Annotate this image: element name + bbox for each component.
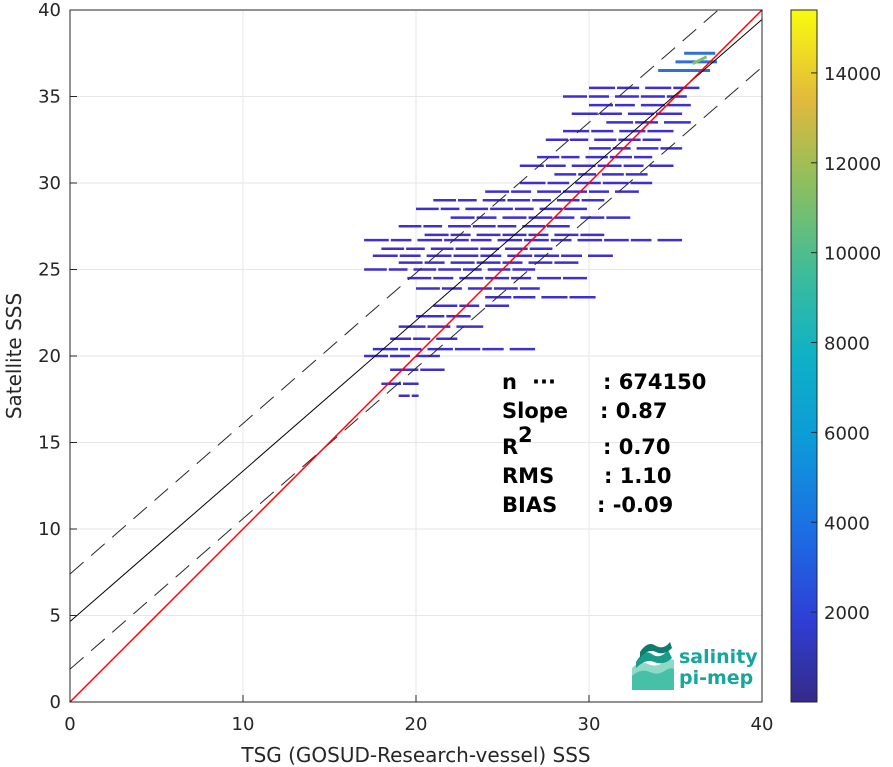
x-axis-label: TSG (GOSUD-Research-vessel) SSS xyxy=(240,743,590,767)
statistics-annotation: n ··· : 674150 Slope : 0.87 R 2 : 0.70 R… xyxy=(502,370,706,517)
y-tick-label-8: 40 xyxy=(38,0,61,21)
envelope-line-0 xyxy=(70,10,720,575)
x-tick-label-0: 0 xyxy=(64,714,75,735)
colorbar: 2000 4000 6000 8000 10000 12000 14000 xyxy=(790,9,881,703)
colorbar-gradient xyxy=(791,10,817,702)
stat-marker: ··· xyxy=(532,370,556,394)
stat-value-n: : 674150 xyxy=(603,370,706,394)
colorbar-tick-label-2: 6000 xyxy=(824,423,870,444)
y-tick-label-3: 15 xyxy=(38,433,61,454)
plot-area: 0 10 20 30 40 0 5 10 15 20 25 30 35 40 xyxy=(38,0,773,735)
stat-label-rms: RMS xyxy=(502,464,554,488)
stat-value-r2: : 0.70 xyxy=(603,435,671,459)
y-tick-label-1: 5 xyxy=(50,606,61,627)
axis-ticks xyxy=(69,9,763,703)
salinity-pi-mep-logo: salinity pi-mep xyxy=(632,642,758,690)
stat-label-bias: BIAS xyxy=(502,493,557,517)
y-tick-label-6: 30 xyxy=(38,173,61,194)
y-axis-label: Satellite SSS xyxy=(2,293,26,419)
colorbar-tick-label-6: 14000 xyxy=(824,64,881,85)
stat-value-slope: : 0.87 xyxy=(600,399,668,423)
y-tick-label-2: 10 xyxy=(38,519,61,540)
colorbar-ticks: 2000 4000 6000 8000 10000 12000 14000 xyxy=(811,64,881,624)
stat-label-r2: R xyxy=(502,435,518,459)
colorbar-tick-label-3: 8000 xyxy=(824,334,870,355)
colorbar-tick-label-4: 10000 xyxy=(824,244,881,265)
density-peak-segment xyxy=(692,55,708,65)
logo-text-line1: salinity xyxy=(679,646,758,668)
y-tick-label-5: 25 xyxy=(38,260,61,281)
one-to-one-line xyxy=(70,10,762,702)
colorbar-tick-label-5: 12000 xyxy=(824,154,881,175)
x-tick-label-4: 40 xyxy=(751,714,774,735)
stat-value-rms: : 1.10 xyxy=(604,464,672,488)
logo-waves-icon xyxy=(632,642,674,690)
x-tick-label-2: 20 xyxy=(405,714,428,735)
envelope-line-1 xyxy=(70,66,762,670)
colorbar-tick-label-0: 2000 xyxy=(824,603,870,624)
logo-text-line2: pi-mep xyxy=(679,667,753,689)
x-tick-label-1: 10 xyxy=(232,714,255,735)
x-tick-label-3: 30 xyxy=(578,714,601,735)
axis-tick-labels: 0 10 20 30 40 0 5 10 15 20 25 30 35 40 xyxy=(38,0,773,735)
regression-line xyxy=(70,19,762,622)
stat-label-slope: Slope xyxy=(502,399,568,423)
y-tick-label-4: 20 xyxy=(38,346,61,367)
colorbar-frame xyxy=(790,9,818,703)
y-tick-label-0: 0 xyxy=(50,692,61,713)
stat-label-n: n xyxy=(502,370,517,394)
colorbar-tick-label-1: 4000 xyxy=(824,513,870,534)
stat-label-r2-superscript: 2 xyxy=(518,423,533,447)
stat-value-bias: : -0.09 xyxy=(597,493,673,517)
y-tick-label-7: 35 xyxy=(38,87,61,108)
data-layer xyxy=(70,10,762,702)
